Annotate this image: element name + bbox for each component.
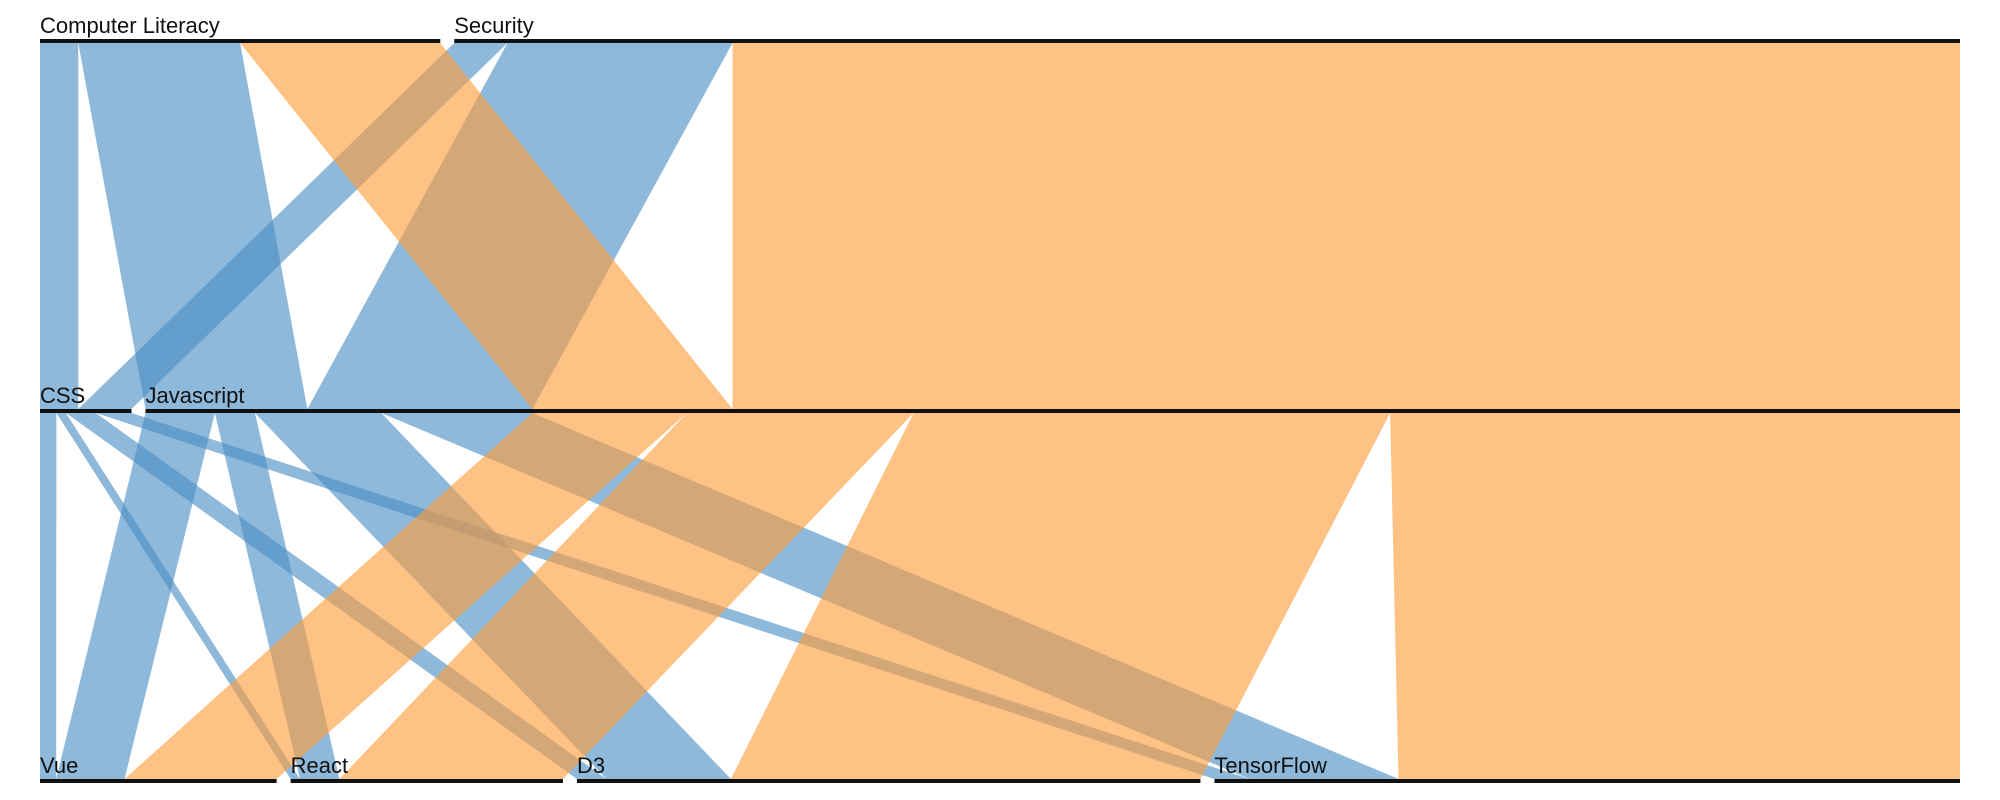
category-label-computer-literacy: Computer Literacy	[40, 13, 220, 38]
ribbon-blue-computer-literacy-css	[40, 43, 79, 409]
ribbon-orange-javascript-vue	[124, 413, 687, 779]
ribbon-layer	[40, 43, 1960, 779]
ribbon-blue-computer-literacy-javascript	[78, 43, 308, 409]
ribbon-orange-javascript-tensorflow	[1390, 413, 1960, 779]
category-label-d3: D3	[577, 753, 605, 778]
label-layer: Computer Literacy Security CSS Javascript Vu…	[40, 13, 1327, 778]
ribbon-blue-css-vue	[40, 413, 57, 779]
ribbon-blue-javascript-vue	[56, 413, 215, 779]
ribbon-orange-computer-literacy-javascript	[240, 43, 733, 409]
category-label-security: Security	[454, 13, 533, 38]
ribbon-orange-javascript-react	[339, 413, 914, 779]
category-label-react: React	[291, 753, 348, 778]
axis-layer	[40, 39, 1960, 783]
category-label-tensorflow: TensorFlow	[1214, 753, 1327, 778]
category-label-css: CSS	[40, 383, 85, 408]
ribbon-orange-javascript-d3	[730, 413, 1391, 779]
category-label-javascript: Javascript	[145, 383, 244, 408]
ribbon-orange-security-javascript	[732, 43, 1960, 409]
category-label-vue: Vue	[40, 753, 78, 778]
